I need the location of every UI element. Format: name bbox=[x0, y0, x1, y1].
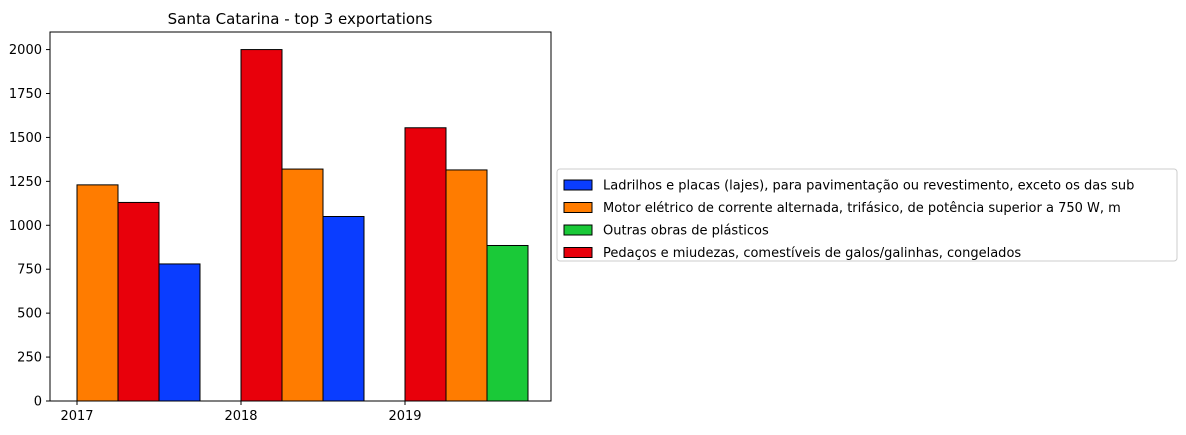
bars-layer bbox=[76, 49, 529, 402]
legend-swatch bbox=[563, 202, 593, 213]
y-tick-label: 0 bbox=[34, 395, 42, 410]
bar-2017-ladrilhos-e-placas-lajes bbox=[158, 263, 201, 402]
legend-box bbox=[556, 168, 1178, 262]
legend-label: Motor elétrico de corrente alternada, tr… bbox=[603, 201, 1121, 216]
x-tick-label: 2019 bbox=[388, 409, 421, 424]
bar-2019-outras-obras-de-plastico bbox=[486, 244, 529, 402]
y-tick-label: 1250 bbox=[9, 175, 42, 190]
x-tick-label: 2017 bbox=[60, 409, 93, 424]
legend-swatch bbox=[563, 224, 593, 236]
x-axis: 2017 2018 2019 bbox=[60, 401, 422, 424]
bar-2018-pedacos-e-miudezas-comes bbox=[240, 49, 283, 402]
y-axis: 0 250 500 750 1000 1250 1500 1750 2000 bbox=[9, 43, 50, 410]
y-tick-label: 1750 bbox=[9, 87, 42, 102]
legend-swatch bbox=[563, 247, 593, 258]
y-tick-label: 500 bbox=[17, 307, 42, 322]
y-tick-label: 250 bbox=[17, 351, 42, 366]
plot-frame bbox=[49, 31, 552, 402]
bar-2018-ladrilhos-e-placas-lajes bbox=[322, 216, 365, 402]
bar-2018-motor-eletrico-de-corren bbox=[281, 168, 324, 402]
bar-2017-pedacos-e-miudezas-comes bbox=[117, 201, 160, 402]
y-tick-label: 1000 bbox=[9, 219, 42, 234]
legend-swatch bbox=[563, 179, 593, 191]
bar-2019-pedacos-e-miudezas-comes bbox=[404, 127, 447, 402]
bar-2019-motor-eletrico-de-corren bbox=[445, 169, 488, 402]
bar-2017-motor-eletrico-de-corren bbox=[76, 184, 119, 402]
legend-label: Outras obras de plásticos bbox=[603, 224, 769, 239]
legend: Ladrilhos e placas (lajes), para pavimen… bbox=[556, 168, 1178, 262]
y-tick-label: 1500 bbox=[9, 131, 42, 146]
y-tick-label: 2000 bbox=[9, 43, 42, 58]
x-tick-label: 2018 bbox=[224, 409, 257, 424]
legend-label: Pedaços e miudezas, comestíveis de galos… bbox=[603, 246, 1021, 261]
y-tick-label: 750 bbox=[17, 263, 42, 278]
chart-title: Santa Catarina - top 3 exportations bbox=[168, 10, 433, 28]
legend-label: Ladrilhos e placas (lajes), para pavimen… bbox=[603, 179, 1134, 194]
